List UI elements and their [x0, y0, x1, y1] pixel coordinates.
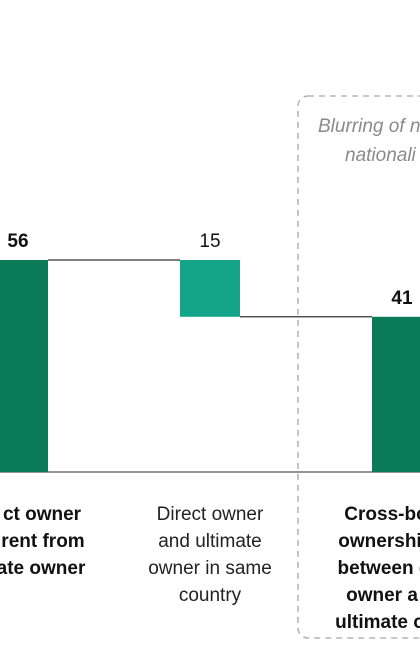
bar-3: [372, 316, 420, 472]
bar-2: [180, 260, 240, 317]
annotation-text-line: nationali: [345, 145, 417, 166]
bar-1: [0, 260, 48, 472]
category-label-line: and ultimate: [158, 531, 262, 552]
value-label: 56: [7, 231, 28, 252]
category-label-line: ct owner: [3, 504, 82, 525]
value-label: 15: [199, 231, 220, 252]
category-label-line: Direct owner: [157, 504, 264, 525]
category-label-line: ate owner: [0, 558, 86, 579]
category-label-line: owner a: [346, 585, 418, 606]
category-label-line: Cross-bo: [344, 504, 420, 525]
annotation-dashed-box: [297, 95, 420, 639]
category-label-line: owner in same: [148, 558, 272, 579]
category-label-line: rent from: [1, 531, 84, 552]
category-label-line: between d: [338, 558, 420, 579]
value-label: 41: [391, 288, 413, 309]
annotation-text-line: Blurring of n: [318, 116, 420, 137]
category-label-line: ownershi: [338, 531, 420, 552]
category-label-line: ultimate o: [335, 612, 420, 633]
category-label-line: country: [179, 585, 242, 606]
